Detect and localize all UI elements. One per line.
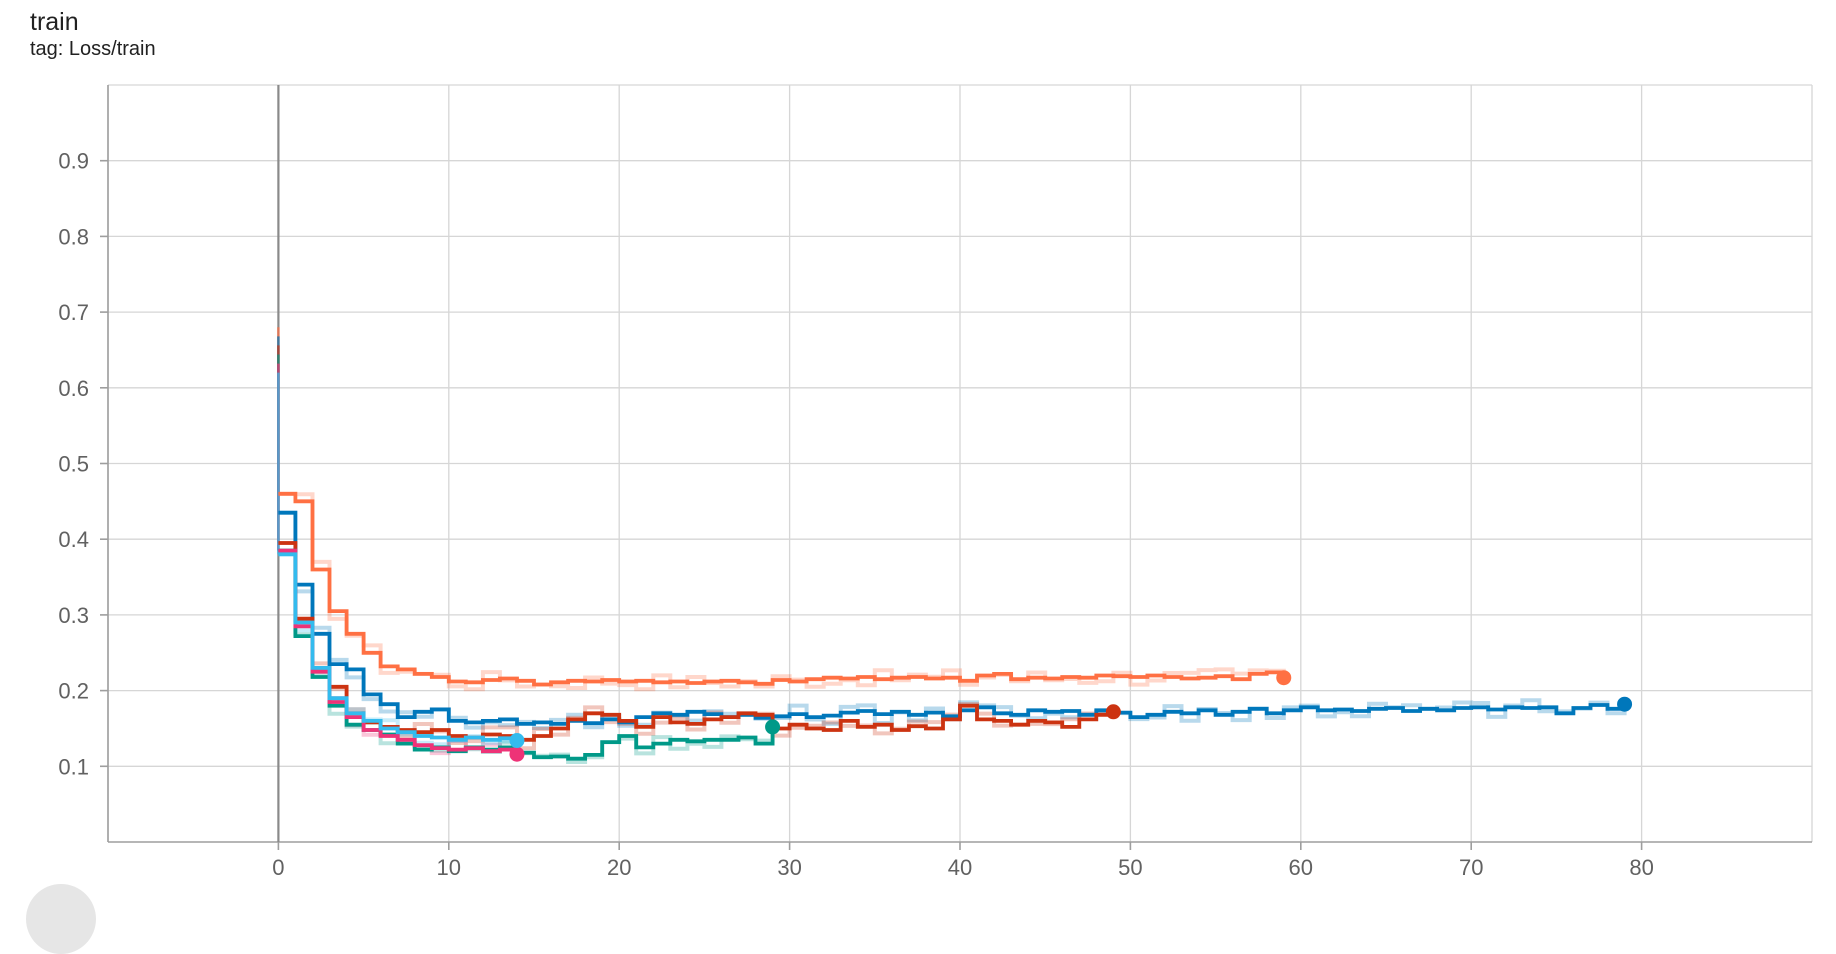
series-layer [278, 491, 1627, 761]
chart-tag: tag: Loss/train [30, 38, 156, 60]
run-red-end-point[interactable] [1105, 704, 1121, 720]
tick-labels: 0 10 20 30 40 50 60 70 80 0.1 0.2 0.3 0.4 0.5 0.6 0.7 0.… [58, 149, 1653, 880]
y-tick-label: 0.3 [58, 603, 89, 628]
axes [100, 85, 1812, 850]
run-orange-raw-line [278, 491, 1286, 692]
run-magenta-line[interactable] [278, 548, 519, 755]
x-tick-label: 80 [1629, 855, 1653, 880]
x-tick-label: 40 [948, 855, 972, 880]
y-tick-label: 0.7 [58, 300, 89, 325]
x-tick-label: 10 [437, 855, 461, 880]
x-tick-label: 50 [1118, 855, 1142, 880]
run-teal-end-point[interactable] [765, 719, 781, 735]
x-tick-label: 20 [607, 855, 631, 880]
y-tick-label: 0.9 [58, 149, 89, 174]
x-tick-label: 0 [272, 855, 284, 880]
y-tick-label: 0.6 [58, 376, 89, 401]
y-tick-label: 0.1 [58, 754, 89, 779]
chart-card-header: train tag: Loss/train [30, 8, 156, 62]
run-blue-raw-line [278, 510, 1627, 730]
fab-button[interactable] [26, 884, 96, 954]
run-cyan-end-point[interactable] [509, 733, 525, 749]
y-tick-label: 0.2 [58, 679, 89, 704]
run-orange-line[interactable] [278, 491, 1286, 687]
run-red-line[interactable] [278, 541, 1116, 742]
y-tick-label: 0.5 [58, 452, 89, 477]
x-tick-label: 60 [1289, 855, 1313, 880]
run-orange-end-point[interactable] [1276, 670, 1292, 686]
chart-title: train [30, 8, 79, 36]
run-magenta-end-point[interactable] [509, 746, 525, 762]
y-tick-label: 0.4 [58, 527, 89, 552]
run-cyan-line[interactable] [278, 552, 519, 742]
end-markers [509, 670, 1633, 762]
y-tick-label: 0.8 [58, 224, 89, 249]
loss-chart[interactable]: 0 10 20 30 40 50 60 70 80 0.1 0.2 0.3 0.4 0.5 0.6 0.7 0.… [0, 0, 1836, 894]
x-tick-label: 70 [1459, 855, 1483, 880]
run-blue-end-point[interactable] [1617, 696, 1633, 712]
x-tick-label: 30 [777, 855, 801, 880]
raw-series-layer [277, 327, 1627, 764]
run-blue-line[interactable] [278, 510, 1627, 726]
